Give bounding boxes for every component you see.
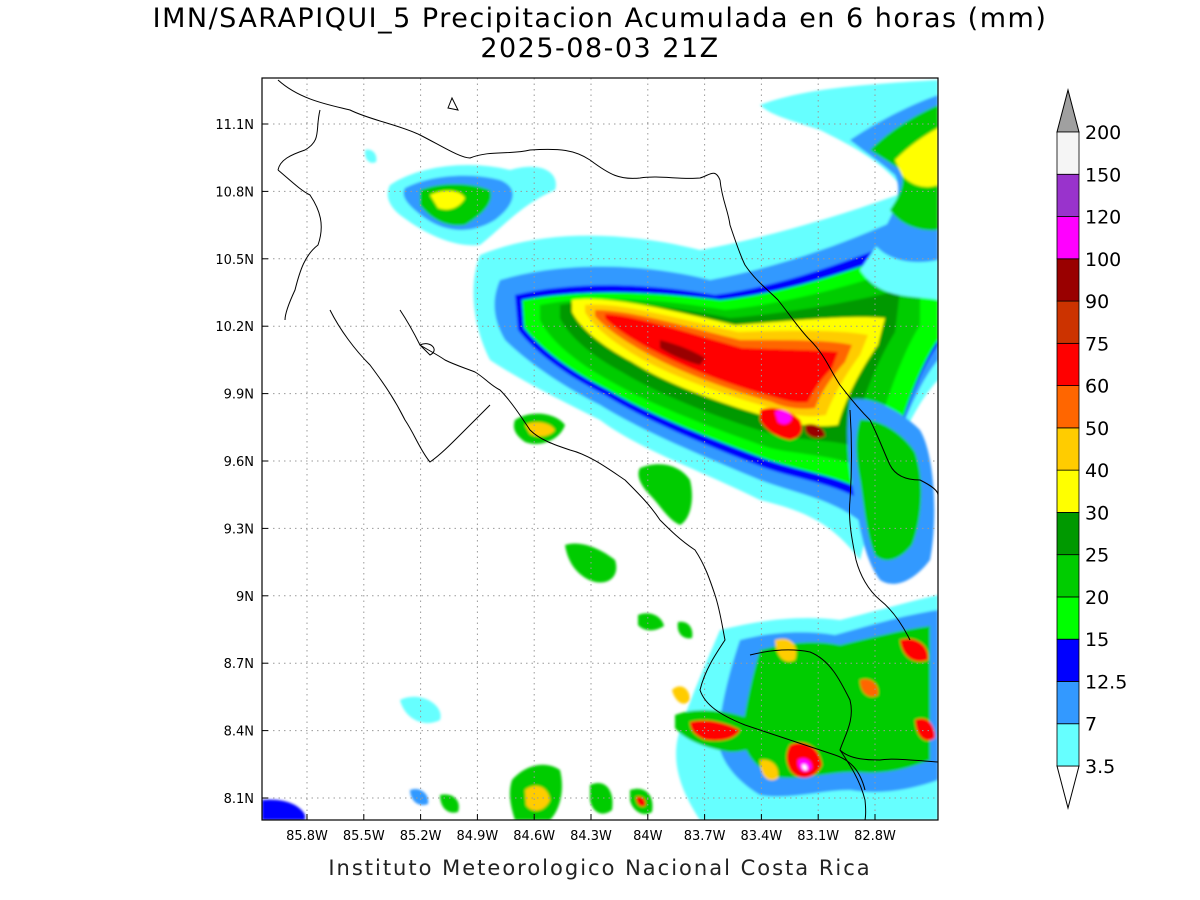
lon-tick-label: 85.2W	[400, 829, 442, 844]
lat-tick-label: 10.2N	[215, 320, 254, 335]
colorbar-level-label: 20	[1085, 587, 1109, 609]
colorbar-level-label: 3.5	[1085, 756, 1115, 778]
colorbar-level-label: 40	[1085, 460, 1109, 482]
colorbar-level-label: 7	[1085, 714, 1097, 736]
colorbar-swatch	[1056, 427, 1080, 471]
colorbar-level-label: 150	[1085, 164, 1121, 186]
colorbar-swatch	[1056, 723, 1080, 767]
map-title: IMN/SARAPIQUI_5 Precipitacion Acumulada …	[152, 3, 1048, 34]
lat-tick-label: 8.4N	[224, 725, 254, 740]
lon-tick-label: 84W	[633, 829, 663, 844]
colorbar-swatch	[1056, 469, 1080, 513]
lat-tick-label: 8.7N	[224, 657, 254, 672]
lon-tick-label: 83.4W	[740, 829, 782, 844]
colorbar-over-arrow	[1056, 88, 1080, 133]
map-axes: 11.1N 10.8N 10.5N 10.2N 9.9N 9.6N 9.3N 9N 8.7N 8.…	[215, 118, 896, 844]
lon-tick-label: 83.1W	[797, 829, 839, 844]
colorbar-level-label: 50	[1085, 418, 1109, 440]
colorbar-swatch	[1056, 681, 1080, 725]
colorbar: 3.5 7 12.5 15 20 25 30 40 50 60 75 90 100 120 150 200	[1056, 88, 1127, 810]
map-frame	[261, 77, 939, 821]
coastline	[277, 79, 938, 820]
colorbar-level-label: 25	[1085, 545, 1109, 567]
footer-credit: Instituto Meteorologico Nacional Costa R…	[328, 856, 872, 880]
lon-tick-label: 85.5W	[343, 829, 385, 844]
lon-tick-label: 84.3W	[570, 829, 612, 844]
colorbar-level-label: 90	[1085, 291, 1109, 313]
lon-tick-label: 83.7W	[684, 829, 726, 844]
lat-tick-label: 9.3N	[224, 522, 254, 537]
colorbar-level-label: 30	[1085, 502, 1109, 524]
colorbar-under-arrow	[1056, 765, 1080, 810]
colorbar-level-label: 75	[1085, 333, 1109, 355]
colorbar-level-label: 200	[1085, 122, 1121, 144]
colorbar-swatch	[1056, 216, 1080, 260]
colorbar-level-label: 100	[1085, 249, 1121, 271]
lon-tick-label: 85.8W	[286, 829, 328, 844]
lon-tick-label: 84.6W	[513, 829, 555, 844]
colorbar-level-label: 120	[1085, 207, 1121, 229]
colorbar-swatch	[1056, 385, 1080, 429]
lat-tick-label: 10.5N	[215, 253, 254, 268]
lat-tick-label: 10.8N	[215, 185, 254, 200]
map-datetime: 2025-08-03 21Z	[480, 33, 720, 64]
colorbar-swatch	[1056, 131, 1080, 175]
colorbar-swatch	[1056, 342, 1080, 387]
precip-field	[262, 80, 938, 820]
colorbar-swatch	[1056, 596, 1080, 640]
lat-tick-label: 9.9N	[224, 388, 254, 403]
lon-tick-label: 84.9W	[456, 829, 498, 844]
colorbar-level-label: 60	[1085, 376, 1109, 398]
colorbar-level-label: 15	[1085, 629, 1109, 651]
lon-tick-label: 82.8W	[854, 829, 896, 844]
lat-tick-label: 9.6N	[224, 455, 254, 470]
colorbar-swatch	[1056, 173, 1080, 217]
lat-tick-label: 11.1N	[215, 118, 254, 133]
colorbar-swatch	[1056, 258, 1080, 302]
lat-tick-label: 9N	[236, 590, 254, 605]
colorbar-swatch	[1056, 300, 1080, 344]
colorbar-swatch	[1056, 554, 1080, 598]
lat-tick-label: 8.1N	[224, 792, 254, 807]
colorbar-level-label: 12.5	[1085, 671, 1127, 693]
colorbar-swatch	[1056, 638, 1080, 682]
colorbar-swatch	[1056, 512, 1080, 556]
